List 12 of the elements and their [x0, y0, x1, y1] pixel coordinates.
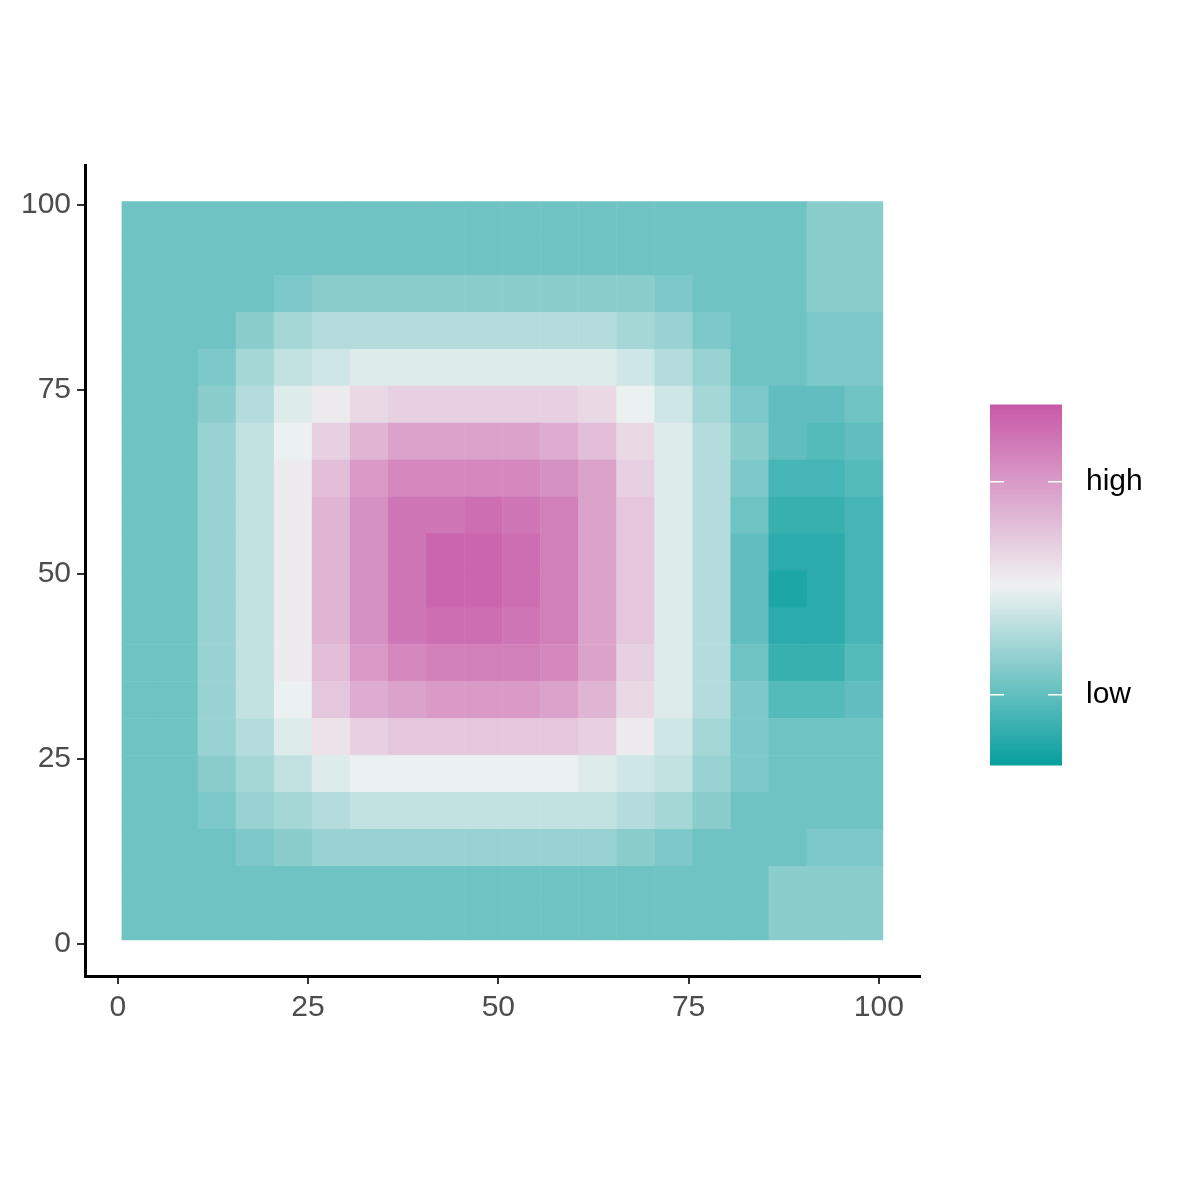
- y-tick-label: 50: [37, 555, 72, 589]
- x-tick-label: 50: [481, 989, 516, 1023]
- y-tick-label: 100: [20, 186, 72, 220]
- x-tick-label: 25: [291, 989, 325, 1023]
- color-bar-label: high: [1086, 462, 1143, 496]
- y-tick-label: 75: [37, 370, 72, 404]
- x-tick-label: 75: [671, 989, 706, 1023]
- color-bar-label: low: [1086, 675, 1132, 709]
- y-tick-label: 25: [37, 740, 72, 774]
- y-tick-label: 0: [54, 924, 72, 958]
- x-tick-label: 0: [109, 989, 127, 1023]
- x-tick-label: 100: [853, 989, 904, 1023]
